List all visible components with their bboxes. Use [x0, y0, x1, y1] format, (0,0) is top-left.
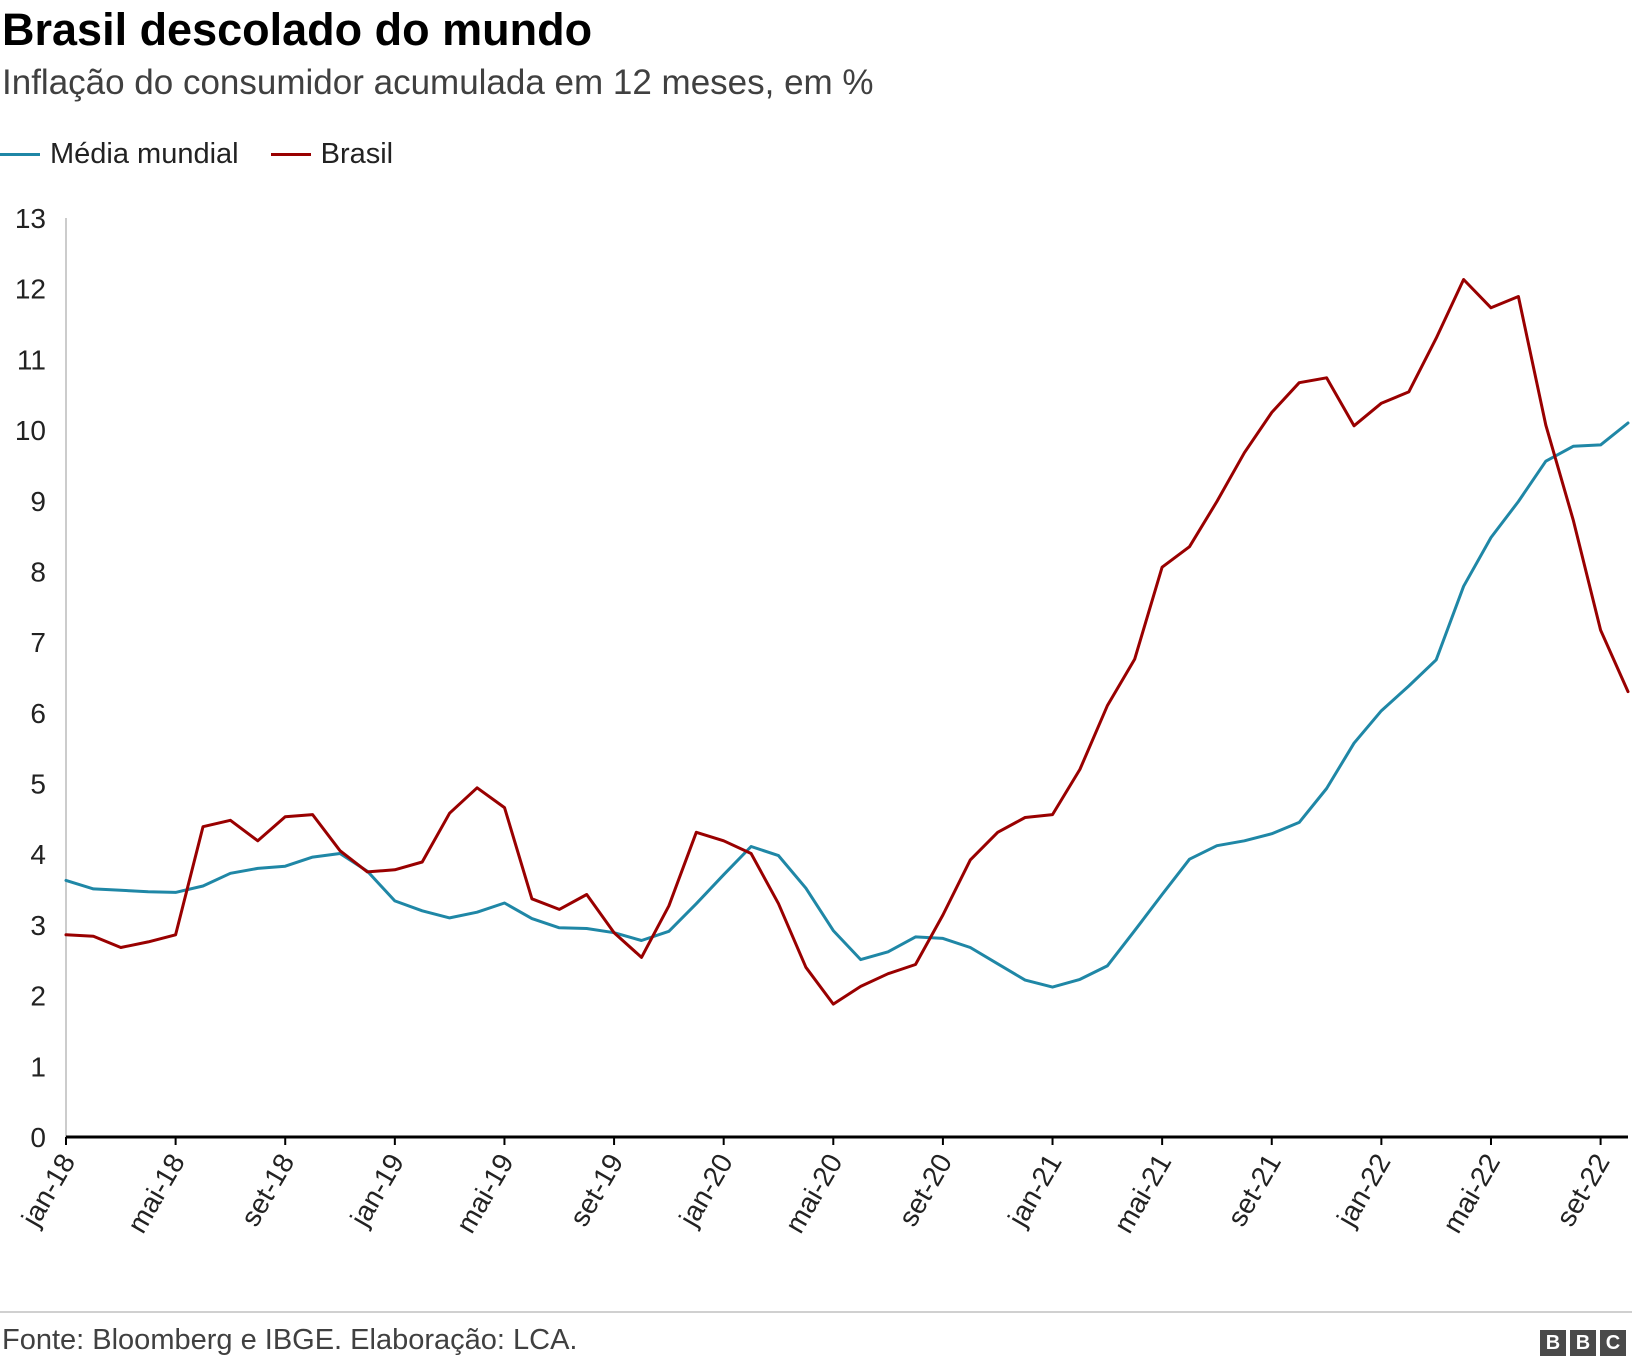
- x-tick-label: set-22: [1550, 1149, 1616, 1232]
- y-tick-label: 13: [15, 203, 46, 234]
- logo-letter: B: [1540, 1330, 1566, 1356]
- x-tick-label: mai-19: [450, 1149, 520, 1239]
- y-tick-label: 10: [15, 415, 46, 446]
- y-tick-label: 1: [30, 1051, 46, 1082]
- x-axis: jan-18 mai-18 set-18 jan-19 mai-19 set-19 jan-…: [15, 1135, 1628, 1239]
- x-tick-label: set-21: [1221, 1149, 1287, 1232]
- x-tick-label: mai-22: [1437, 1149, 1507, 1239]
- y-tick-label: 12: [15, 274, 46, 305]
- x-tick-label: mai-18: [121, 1149, 191, 1239]
- legend: Média mundial Brasil: [0, 134, 425, 174]
- legend-item-world: Média mundial: [0, 138, 239, 171]
- x-tick-label: jan-18: [15, 1149, 81, 1233]
- y-tick-label: 0: [30, 1122, 46, 1153]
- legend-swatch-brazil: [270, 152, 311, 156]
- y-tick-label: 3: [30, 910, 46, 941]
- y-tick-label: 9: [30, 486, 46, 517]
- bbc-logo: B B C: [1540, 1330, 1626, 1356]
- chart-subtitle: Inflação do consumidor acumulada em 12 m…: [2, 63, 874, 102]
- series-line-brasil: [64, 278, 1630, 1006]
- legend-label-world: Média mundial: [50, 137, 239, 170]
- y-tick-label: 7: [30, 627, 46, 658]
- x-tick-label: jan-22: [1330, 1149, 1396, 1233]
- y-tick-label: 11: [17, 344, 46, 375]
- y-tick-label: 5: [30, 769, 46, 800]
- logo-letter: B: [1570, 1330, 1596, 1356]
- x-tick-label: jan-21: [1001, 1149, 1067, 1233]
- source-note: Fonte: Bloomberg e IBGE. Elaboração: LCA…: [2, 1324, 578, 1356]
- series-line-media-mundial: [64, 421, 1630, 989]
- chart-title: Brasil descolado do mundo: [2, 4, 593, 55]
- legend-swatch-world: [0, 152, 40, 156]
- y-tick-label: 2: [30, 981, 46, 1012]
- y-tick-label: 4: [30, 839, 46, 870]
- logo-letter: C: [1600, 1330, 1626, 1356]
- x-tick-label: mai-20: [779, 1149, 849, 1239]
- x-tick-label: set-20: [892, 1149, 958, 1232]
- x-tick-label: jan-20: [673, 1149, 739, 1233]
- y-tick-label: 6: [30, 698, 46, 729]
- legend-item-brazil: Brasil: [270, 137, 394, 171]
- x-tick-label: jan-19: [344, 1149, 410, 1233]
- series-lines: [64, 278, 1630, 1006]
- footer-divider: [0, 1311, 1632, 1313]
- x-tick-label: set-19: [564, 1149, 630, 1232]
- legend-label-brazil: Brasil: [320, 137, 394, 170]
- x-tick-label: set-18: [235, 1149, 301, 1232]
- x-tick-label: mai-21: [1108, 1149, 1178, 1239]
- y-tick-label: 8: [30, 556, 46, 587]
